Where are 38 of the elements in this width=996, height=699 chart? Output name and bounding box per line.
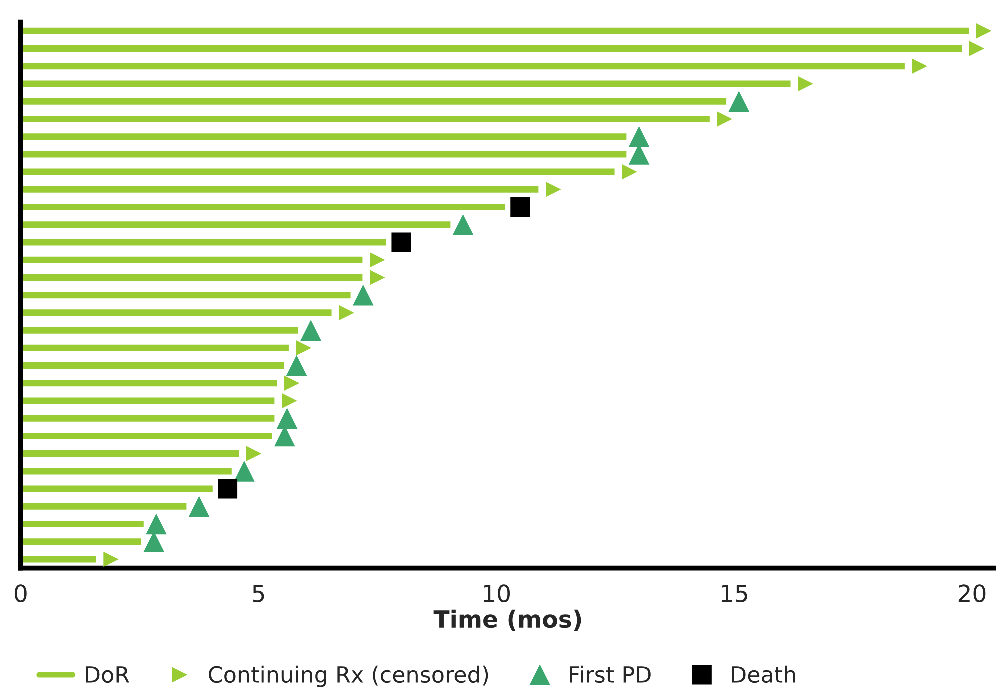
x-tick-label: 10 [484, 584, 510, 603]
point [392, 232, 412, 252]
legend-label: Death [732, 666, 796, 684]
legend-label: First PD [570, 666, 651, 684]
point [717, 112, 733, 127]
point [300, 320, 322, 341]
point [546, 182, 562, 198]
x-tick-label: 15 [722, 584, 748, 603]
x-axis-title: Time (mos) [434, 610, 582, 631]
point [246, 446, 262, 462]
point [370, 270, 386, 286]
point [286, 355, 308, 376]
point [969, 41, 985, 56]
point [976, 24, 992, 39]
point [276, 408, 298, 430]
point [218, 479, 238, 499]
point [798, 76, 814, 92]
point [234, 461, 255, 482]
point [339, 305, 354, 321]
x-tick-label: 5 [253, 584, 264, 603]
point [628, 126, 650, 148]
point [284, 376, 300, 392]
point [912, 58, 928, 74]
point [104, 552, 119, 568]
x-tick-label: 20 [958, 584, 986, 603]
point [452, 214, 474, 236]
point [728, 91, 750, 112]
point [622, 164, 638, 180]
point [282, 393, 298, 409]
point [296, 340, 312, 356]
point [188, 496, 210, 518]
point [510, 198, 530, 217]
x-tick-label: 0 [14, 584, 27, 603]
point [146, 514, 167, 535]
legend-label: DoR [86, 666, 130, 684]
point [352, 284, 374, 306]
legend-label: Continuing Rx (censored) [209, 666, 488, 688]
point [370, 252, 386, 268]
